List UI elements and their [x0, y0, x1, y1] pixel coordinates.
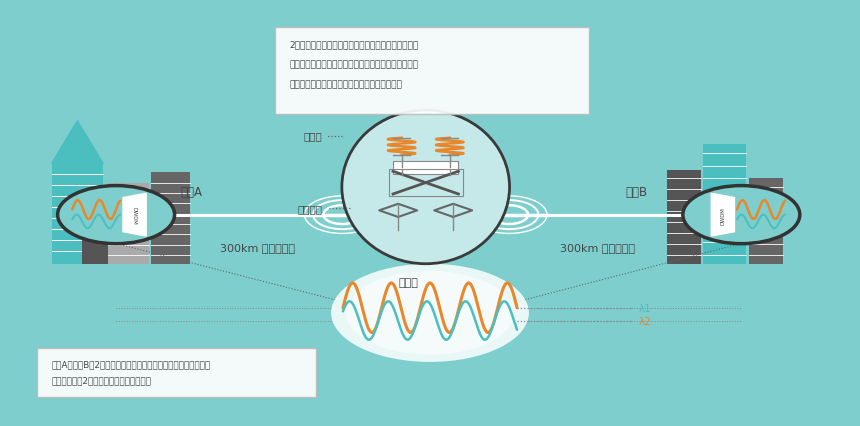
Text: 検出器: 検出器	[304, 131, 322, 141]
Bar	[749, 179, 783, 264]
Text: 300km 光ファイバ: 300km 光ファイバ	[560, 242, 635, 252]
Circle shape	[683, 186, 800, 244]
Text: λ1: λ1	[639, 303, 652, 313]
Text: 都市B: 都市B	[625, 185, 648, 198]
Ellipse shape	[341, 111, 509, 264]
Text: 都市Aと都市Bの2拠点から、光ファイバを介して、光子を送信。: 都市Aと都市Bの2拠点から、光ファイバを介して、光子を送信。	[52, 359, 211, 368]
Circle shape	[58, 186, 175, 244]
Polygon shape	[711, 194, 734, 236]
Bar	[82, 209, 108, 264]
Circle shape	[346, 271, 514, 355]
Polygon shape	[52, 121, 103, 164]
Bar	[703, 145, 746, 264]
Bar	[666, 170, 701, 264]
Bar	[393, 162, 458, 175]
Text: 観測点: 観測点	[398, 277, 419, 287]
Text: この時、２つの参照信号により、光子の位相変動を補: この時、２つの参照信号により、光子の位相変動を補	[290, 60, 419, 69]
FancyBboxPatch shape	[37, 348, 316, 397]
Text: 波長の異なる2つの参照信号も送信する。: 波長の異なる2つの参照信号も送信する。	[52, 375, 151, 384]
Text: 正することで、光子の通信距離の拡大を実現。: 正することで、光子の通信距離の拡大を実現。	[290, 80, 402, 89]
FancyBboxPatch shape	[275, 28, 589, 115]
Text: DWDM: DWDM	[721, 206, 726, 224]
Text: 補正制御: 補正制御	[298, 204, 322, 214]
Polygon shape	[123, 194, 146, 236]
Text: 300km 光ファイバ: 300km 光ファイバ	[219, 242, 295, 252]
Bar	[52, 164, 103, 264]
Text: λ2: λ2	[639, 316, 652, 326]
Bar	[151, 173, 190, 264]
Bar	[389, 170, 463, 197]
Text: 都市A: 都市A	[181, 185, 203, 198]
Text: DWDM: DWDM	[132, 206, 137, 224]
Circle shape	[331, 264, 529, 362]
Text: 2都市からの光子を、中央にある観測点で検出する。: 2都市からの光子を、中央にある観測点で検出する。	[290, 40, 419, 49]
Bar	[106, 183, 149, 264]
